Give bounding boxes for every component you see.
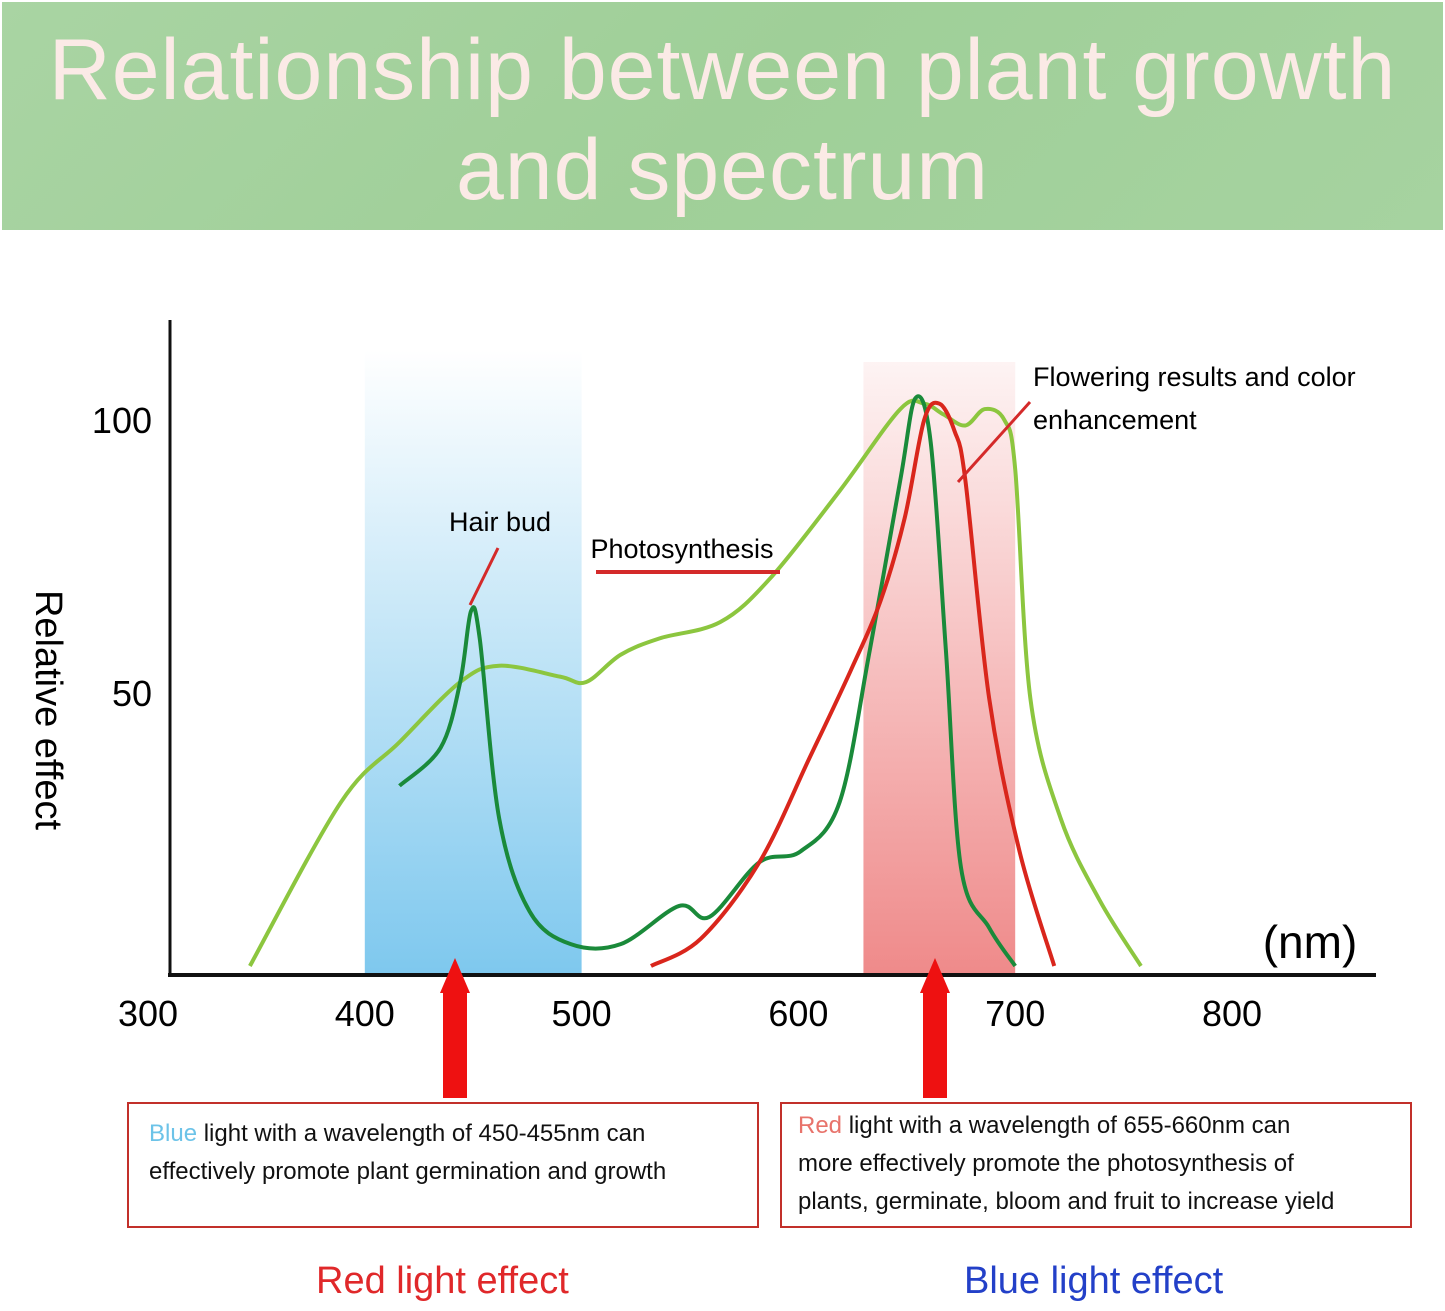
- x-axis-label: (nm): [1263, 916, 1358, 968]
- x-tick-label: 800: [1202, 993, 1262, 1034]
- annotation-hair-bud: Hair bud: [449, 507, 551, 537]
- arrow-right: [920, 958, 950, 1098]
- flowering-leader: [956, 400, 1032, 484]
- x-tick-label: 400: [335, 993, 395, 1034]
- arrow-left: [440, 958, 470, 1098]
- annotation-flowering-1: Flowering results and color: [1033, 362, 1356, 392]
- box-text: light with a wavelength of 450-455nm can: [197, 1120, 646, 1147]
- box-text: light with a wavelength of 655-660nm can: [842, 1112, 1291, 1139]
- y-tick-label: 100: [92, 400, 152, 441]
- red-band: [863, 362, 1016, 975]
- box-text: more effectively promote the photosynthe…: [798, 1150, 1294, 1177]
- box-text: effectively promote plant germination an…: [149, 1158, 667, 1185]
- x-tick-label: 600: [768, 993, 828, 1034]
- red-word: Red: [798, 1112, 843, 1139]
- blue-word: Blue: [149, 1120, 198, 1147]
- y-tick-label: 50: [112, 673, 152, 714]
- red-light-effect-label: Red light effect: [316, 1260, 569, 1302]
- x-tick-label: 300: [118, 993, 178, 1034]
- photosynthesis-curve: [248, 398, 1143, 968]
- annotation-photosynthesis: Photosynthesis: [590, 534, 773, 564]
- x-tick-label: 700: [985, 993, 1045, 1034]
- red-light-info-box: Red light with a wavelength of 655-660nm…: [780, 1102, 1412, 1228]
- x-tick-label: 500: [552, 993, 612, 1034]
- blue-light-effect-label: Blue light effect: [964, 1260, 1224, 1302]
- page-title: Relationship between plant growth and sp…: [48, 22, 1397, 218]
- hair-bud-leader: [468, 547, 500, 606]
- annotation-flowering-2: enhancement: [1033, 405, 1197, 435]
- blue-band: [364, 350, 582, 975]
- box-text: plants, germinate, bloom and fruit to in…: [798, 1188, 1335, 1215]
- flowering-curve: [650, 400, 1057, 968]
- y-axis-label: Relative effect: [27, 590, 69, 831]
- title-banner: Relationship between plant growth and sp…: [2, 2, 1443, 230]
- blue-light-info-box: Blue light with a wavelength of 450-455n…: [127, 1102, 759, 1228]
- hair_bud-curve: [398, 394, 1017, 968]
